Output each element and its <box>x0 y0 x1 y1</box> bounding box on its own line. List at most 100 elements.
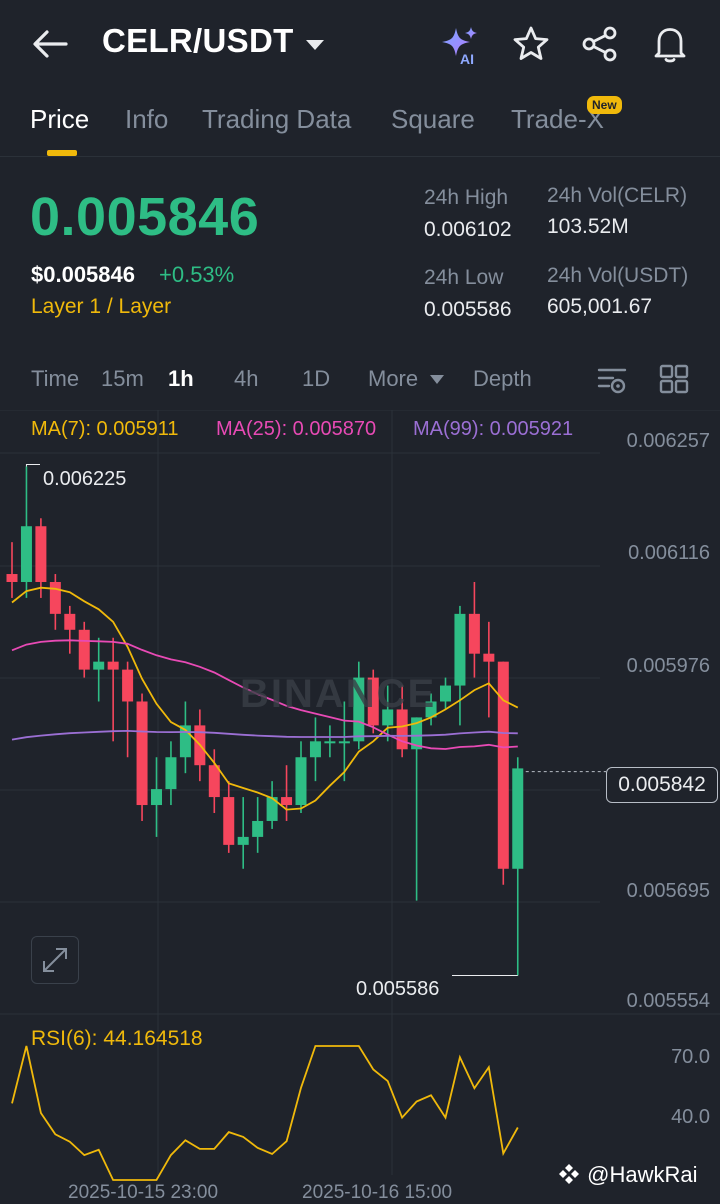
high-value: 0.006102 <box>424 218 512 241</box>
tab-price[interactable]: Price <box>30 104 90 134</box>
bell-icon[interactable] <box>651 24 689 64</box>
tab-trading-data[interactable]: Trading Data <box>202 104 352 134</box>
interval-time[interactable]: Time <box>31 366 80 391</box>
candle-body <box>93 661 105 670</box>
candle-body <box>512 768 524 869</box>
candle-body <box>295 757 307 806</box>
ma99-legend: MA(99): 0.005921 <box>413 418 574 440</box>
candle-body <box>122 669 134 702</box>
pair-title[interactable]: CELR/USDT <box>102 22 294 59</box>
attribution: @HawkRai <box>557 1162 697 1188</box>
watermark-logo: BINANCE <box>240 672 437 716</box>
candle-body <box>20 526 32 582</box>
back-arrow-icon[interactable] <box>30 26 70 62</box>
candle-body <box>396 709 408 750</box>
candle-body <box>483 653 495 662</box>
candle-body <box>49 581 61 614</box>
ai-sparkle-icon[interactable]: AI <box>438 24 484 68</box>
candle-body <box>468 613 480 654</box>
rsi-legend: RSI(6): 44.164518 <box>31 1027 203 1050</box>
binance-diamond-icon <box>559 1164 579 1184</box>
vol-quote-label: 24h Vol(USDT) <box>547 264 689 287</box>
candlestick-chart[interactable] <box>0 410 720 1200</box>
candle-body <box>454 613 466 686</box>
current-price-marker: 0.005842 <box>606 767 718 803</box>
candle-body <box>237 836 249 845</box>
price-tick: 0.005554 <box>626 990 710 1012</box>
interval-depth[interactable]: Depth <box>473 366 532 391</box>
candle-body <box>64 613 76 630</box>
attribution-text: @HawkRai <box>587 1162 698 1187</box>
new-badge: New <box>587 96 622 114</box>
candle-body <box>107 661 119 670</box>
share-icon[interactable] <box>581 25 619 63</box>
expand-icon <box>43 948 67 972</box>
caret-down-icon[interactable] <box>305 38 325 52</box>
tab-square[interactable]: Square <box>391 104 475 134</box>
category-link[interactable]: Layer 1 / Layer <box>31 295 172 318</box>
candle-body <box>6 574 18 582</box>
candle-body <box>353 677 365 742</box>
last-price: 0.005846 <box>30 187 260 247</box>
candle-body <box>179 725 191 758</box>
expand-chart-button[interactable] <box>31 936 79 984</box>
tabs-divider <box>0 156 720 157</box>
candle-body <box>35 526 47 582</box>
candle-body <box>338 741 350 744</box>
interval-15m[interactable]: 15m <box>101 366 144 391</box>
price-tick: 0.006116 <box>628 542 710 564</box>
candle-body <box>266 797 278 821</box>
rsi-tick: 70.0 <box>671 1046 710 1068</box>
vol-base-label: 24h Vol(CELR) <box>547 184 688 207</box>
low-marker-label: 0.005586 <box>356 978 440 1000</box>
candle-body <box>151 789 162 806</box>
price-tick: 0.005695 <box>626 880 710 902</box>
price-tick: 0.005976 <box>626 655 710 677</box>
price-tick: 0.006257 <box>626 430 710 452</box>
candle-body <box>382 709 394 726</box>
interval-more[interactable]: More <box>368 366 419 391</box>
active-tab-indicator <box>47 150 77 156</box>
candle-body <box>281 797 293 806</box>
candle-body <box>223 797 235 845</box>
percent-change: +0.53% <box>159 262 235 287</box>
candle-body <box>309 741 321 758</box>
layout-grid-icon[interactable] <box>659 364 689 394</box>
rsi-tick: 40.0 <box>671 1106 710 1128</box>
interval-1h[interactable]: 1h <box>168 366 194 391</box>
high-marker-label: 0.006225 <box>43 468 127 490</box>
ma7-line <box>11 586 519 811</box>
high-marker-line <box>25 463 40 467</box>
indicator-settings-icon[interactable] <box>596 364 628 396</box>
high-label: 24h High <box>424 186 509 209</box>
candle-body <box>208 765 220 798</box>
low-value: 0.005586 <box>424 298 512 321</box>
ma99-line <box>11 729 518 741</box>
tab-info[interactable]: Info <box>125 104 169 134</box>
usd-price: $0.005846 <box>31 262 135 287</box>
vol-quote-value: 605,001.67 <box>547 295 653 318</box>
interval-1d[interactable]: 1D <box>302 366 331 391</box>
candle-body <box>367 677 379 726</box>
top-bar: CELR/USDT AI <box>0 0 720 90</box>
candle-body <box>411 717 423 750</box>
ma25-legend: MA(25): 0.005870 <box>216 418 377 440</box>
more-caret-icon <box>430 375 444 384</box>
candle-body <box>165 757 177 790</box>
date-label: 2025-10-16 15:00 <box>302 1182 453 1203</box>
low-label: 24h Low <box>424 266 504 289</box>
candle-body <box>78 629 90 670</box>
star-icon[interactable] <box>512 25 550 63</box>
ma25-line <box>11 639 518 750</box>
svg-text:AI: AI <box>460 51 474 67</box>
date-label: 2025-10-15 23:00 <box>68 1182 219 1203</box>
candle-body <box>324 741 336 744</box>
rsi-line <box>11 1045 519 1181</box>
interval-4h[interactable]: 4h <box>234 366 259 391</box>
candle-body <box>252 820 264 837</box>
candle-body <box>425 701 437 718</box>
candle-body <box>136 701 148 806</box>
ma7-legend: MA(7): 0.005911 <box>31 418 179 440</box>
candle-body <box>497 661 509 869</box>
candle-body <box>440 685 451 702</box>
